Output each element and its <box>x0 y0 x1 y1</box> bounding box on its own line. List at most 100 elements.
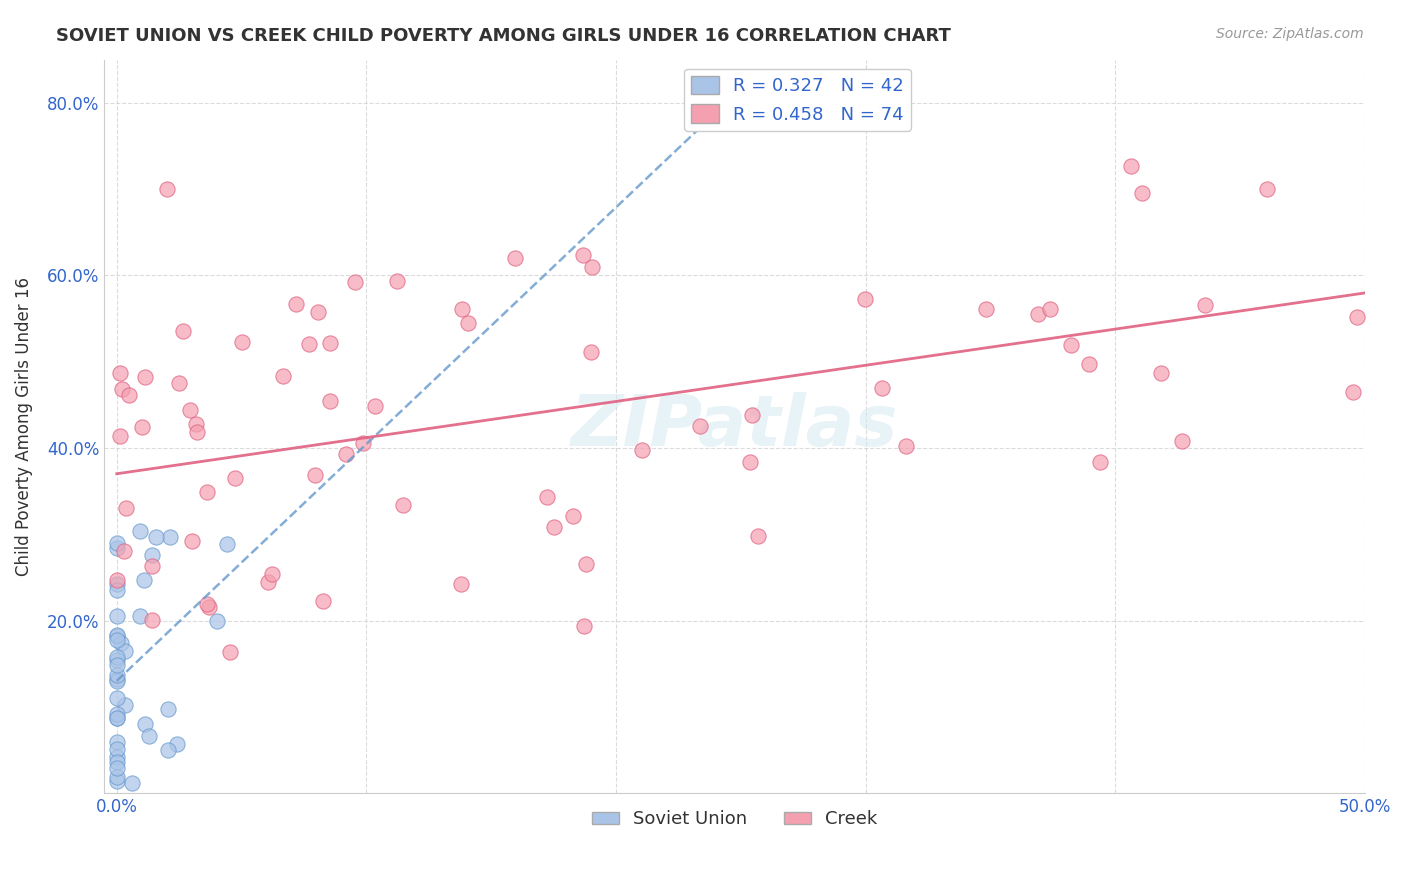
Point <box>141 559 163 574</box>
Point <box>631 442 654 457</box>
Point <box>121 776 143 790</box>
Point <box>105 629 128 643</box>
Point <box>110 382 132 396</box>
Point <box>105 691 128 706</box>
Point <box>231 335 253 350</box>
Point <box>105 577 128 591</box>
Point <box>1039 301 1062 316</box>
Point <box>740 455 762 469</box>
Point <box>110 635 132 649</box>
Point <box>450 577 472 591</box>
Point <box>167 376 190 390</box>
Point <box>195 484 218 499</box>
Text: ZIPatlas: ZIPatlas <box>571 392 898 461</box>
Point <box>105 632 128 647</box>
Point <box>118 388 141 402</box>
Point <box>129 609 152 624</box>
Point <box>172 324 194 338</box>
Point <box>181 533 204 548</box>
Point <box>307 305 329 319</box>
Point <box>1026 307 1049 321</box>
Point <box>689 419 711 434</box>
Point <box>105 541 128 555</box>
Point <box>579 344 602 359</box>
Point <box>105 536 128 550</box>
Point <box>114 643 136 657</box>
Point <box>179 402 201 417</box>
Point <box>747 529 769 543</box>
Point <box>392 498 415 512</box>
Point <box>105 742 128 756</box>
Point <box>387 274 409 288</box>
Point <box>741 408 763 422</box>
Point <box>271 368 294 383</box>
Point <box>134 716 156 731</box>
Point <box>572 619 595 633</box>
Point <box>205 614 228 628</box>
Point <box>1341 384 1364 399</box>
Point <box>112 544 135 558</box>
Point <box>156 182 179 196</box>
Point <box>105 653 128 667</box>
Point <box>319 394 342 409</box>
Point <box>105 774 128 789</box>
Point <box>105 755 128 769</box>
Point <box>224 471 246 485</box>
Point <box>129 524 152 538</box>
Point <box>141 548 163 562</box>
Text: SOVIET UNION VS CREEK CHILD POVERTY AMONG GIRLS UNDER 16 CORRELATION CHART: SOVIET UNION VS CREEK CHILD POVERTY AMON… <box>56 27 950 45</box>
Point <box>894 439 917 453</box>
Point <box>108 429 131 443</box>
Point <box>105 674 128 689</box>
Point <box>335 447 357 461</box>
Point <box>1171 434 1194 448</box>
Point <box>195 597 218 611</box>
Point <box>156 702 179 716</box>
Point <box>105 609 128 624</box>
Point <box>257 574 280 589</box>
Point <box>114 501 136 516</box>
Text: Source: ZipAtlas.com: Source: ZipAtlas.com <box>1216 27 1364 41</box>
Point <box>105 711 128 725</box>
Point <box>562 509 585 524</box>
Point <box>105 734 128 748</box>
Point <box>1256 182 1278 196</box>
Point <box>285 296 308 310</box>
Point <box>105 658 128 673</box>
Point <box>105 574 128 588</box>
Point <box>1119 159 1142 173</box>
Point <box>352 435 374 450</box>
Point <box>131 420 153 434</box>
Point <box>166 737 188 751</box>
Point <box>215 537 238 551</box>
Point <box>543 520 565 534</box>
Point <box>1060 338 1083 352</box>
Point <box>575 558 598 572</box>
Point <box>156 743 179 757</box>
Point <box>105 770 128 784</box>
Point <box>1150 366 1173 380</box>
Point <box>134 370 156 384</box>
Point <box>186 425 208 439</box>
Point <box>145 530 167 544</box>
Point <box>105 750 128 764</box>
Point <box>1090 455 1112 469</box>
Point <box>198 599 221 614</box>
Point <box>457 316 479 330</box>
Point <box>138 729 160 743</box>
Legend: Soviet Union, Creek: Soviet Union, Creek <box>585 803 884 836</box>
Point <box>976 302 998 317</box>
Point <box>870 381 893 395</box>
Point <box>304 467 326 482</box>
Point <box>218 645 240 659</box>
Point <box>1078 357 1101 371</box>
Point <box>105 650 128 665</box>
Point <box>1130 186 1153 200</box>
Point <box>853 293 876 307</box>
Point <box>505 251 527 265</box>
Point <box>105 582 128 597</box>
Point <box>1346 310 1368 324</box>
Point <box>114 698 136 712</box>
Point <box>581 260 603 274</box>
Point <box>159 529 181 543</box>
